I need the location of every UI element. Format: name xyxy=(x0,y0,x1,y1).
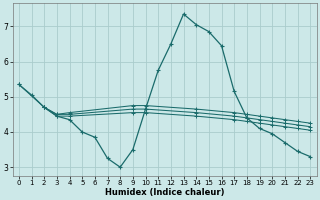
X-axis label: Humidex (Indice chaleur): Humidex (Indice chaleur) xyxy=(105,188,224,197)
